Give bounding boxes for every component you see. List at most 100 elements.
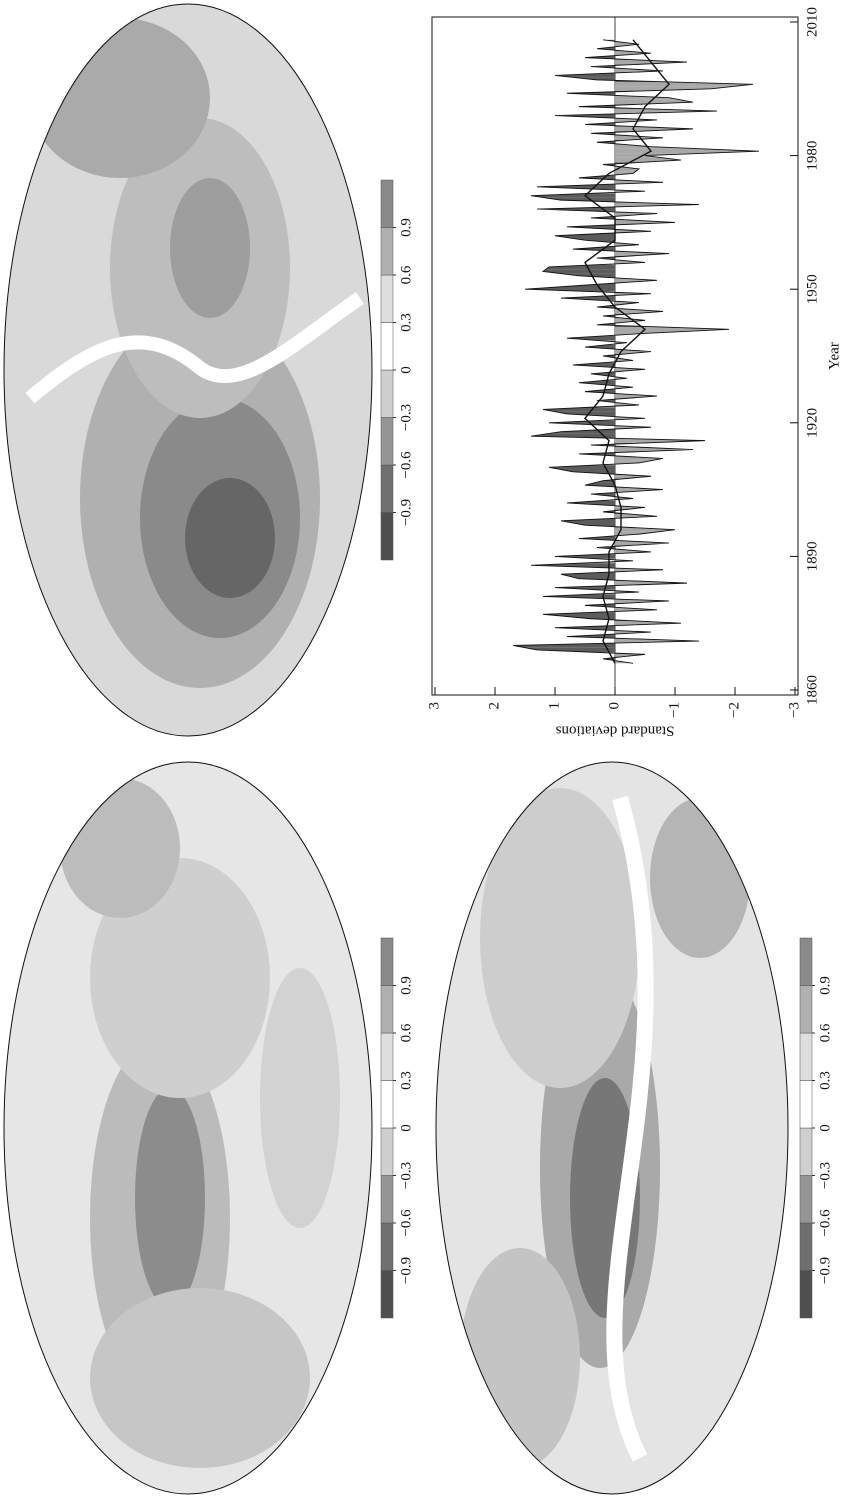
area-spike — [600, 300, 639, 305]
x-tick-label: 1890 — [804, 541, 820, 571]
area-spike — [615, 309, 663, 314]
area-spike — [555, 233, 615, 238]
area-spike — [573, 523, 630, 528]
area-spike — [591, 371, 618, 377]
colorbar-tick-label: 0.6 — [398, 265, 414, 284]
area-spike — [597, 545, 633, 550]
area-spike — [549, 420, 615, 426]
area-spike — [606, 242, 639, 247]
area-spike — [555, 411, 615, 417]
area-spike — [615, 108, 717, 114]
colorbar-tick-label: 0.9 — [398, 976, 414, 995]
area-spike — [600, 180, 663, 185]
area-spike — [588, 291, 651, 296]
area-spike — [591, 215, 633, 221]
colorbar-tick-label: −0.3 — [398, 1162, 414, 1189]
colorbar-cell — [799, 1175, 813, 1224]
area-spike — [597, 398, 627, 403]
area-spike — [597, 211, 657, 216]
colorbar-cell — [380, 937, 394, 986]
area-spike — [561, 518, 615, 523]
colorbar-tick-label: 0.3 — [398, 313, 414, 332]
area-spike — [591, 64, 639, 69]
y-tick-label: −1 — [666, 702, 682, 718]
y-tick-label: 0 — [606, 702, 622, 710]
area-spike — [606, 384, 633, 390]
colorbar-tick-label: 0 — [817, 1124, 833, 1132]
colorbar-cell — [799, 985, 813, 1034]
y-tick-label: 2 — [486, 702, 502, 710]
area-spike — [597, 304, 630, 310]
map-outline — [3, 3, 373, 737]
area-spike — [567, 634, 633, 639]
area-spike — [603, 656, 624, 662]
area-spike — [531, 193, 615, 198]
x-tick-label: 1920 — [804, 408, 820, 438]
colorbar-cell — [380, 1127, 394, 1176]
colorbar-cell — [380, 227, 394, 276]
colorbar-tick-label: −0.9 — [398, 499, 414, 526]
x-axis-label: Year — [826, 342, 842, 370]
colorbar-cell — [380, 417, 394, 466]
colorbar-cell — [380, 464, 394, 513]
area-spike — [597, 140, 630, 145]
area-spike — [615, 447, 693, 452]
colorbar-cell — [380, 274, 394, 323]
colorbar-tick-label: −0.3 — [398, 404, 414, 431]
area-spike — [600, 496, 633, 501]
y-tick-label: 3 — [426, 702, 442, 710]
y-axis-label: Standard deviations — [555, 723, 674, 739]
x-tick-label: 1860 — [804, 675, 820, 705]
area-spike — [573, 246, 621, 252]
area-spike — [525, 647, 615, 653]
area-spike — [603, 629, 651, 635]
smoothed-line — [583, 39, 670, 664]
colorbar-cell — [799, 1127, 813, 1176]
area-spike — [612, 474, 651, 479]
colorbar-cell — [380, 512, 394, 561]
area-spike — [606, 117, 657, 123]
colorbar-cell — [380, 179, 394, 228]
area-spike — [567, 616, 636, 621]
y-tick-label: −3 — [786, 702, 802, 718]
colorbar-tick-label: 0.9 — [398, 218, 414, 237]
area-spike — [615, 42, 639, 47]
area-spike — [615, 95, 681, 100]
area-spike — [615, 50, 651, 56]
area-spike — [570, 576, 633, 581]
area-spike — [615, 86, 732, 92]
area-spike — [603, 353, 627, 359]
area-spike — [609, 68, 663, 74]
area-spike — [615, 99, 693, 105]
area-spike — [606, 638, 699, 644]
colorbar-cell — [380, 322, 394, 371]
area-spike — [594, 478, 627, 483]
area-spike — [573, 362, 615, 368]
map-a — [4, 4, 372, 736]
colorbar-cell — [380, 1032, 394, 1081]
colorbar-cell — [380, 1080, 394, 1129]
area-spike — [543, 612, 615, 617]
area-spike — [606, 171, 636, 176]
area-spike — [543, 594, 615, 599]
area-spike — [603, 331, 684, 336]
area-spike — [615, 202, 699, 207]
area-spike — [615, 278, 657, 283]
area-spike — [567, 91, 639, 96]
area-spike — [591, 589, 639, 595]
area-spike — [531, 563, 615, 568]
colorbar-tick-label: −0.6 — [398, 1209, 414, 1237]
area-spike — [546, 264, 615, 270]
area-spike — [615, 82, 753, 87]
area-spike — [561, 571, 615, 577]
area-spike — [603, 376, 627, 381]
area-spike — [561, 295, 615, 301]
colorbar-tick-label: 0.6 — [817, 1023, 833, 1042]
area-spike — [606, 598, 669, 604]
x-tick-label: 2010 — [804, 7, 820, 37]
area-spike — [594, 460, 651, 466]
area-spike — [615, 580, 687, 586]
area-spike — [609, 367, 645, 372]
colorbar-cell — [799, 937, 813, 986]
